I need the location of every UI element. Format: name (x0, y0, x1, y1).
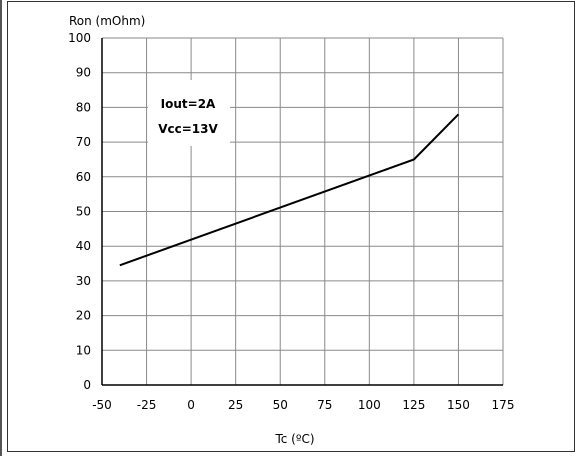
x-tick-label: 150 (447, 398, 470, 412)
x-tick-label: 0 (187, 398, 195, 412)
annotation-box (148, 80, 230, 146)
x-tick-label: 100 (358, 398, 381, 412)
y-tick-label: 80 (76, 100, 91, 114)
left-edge-line (0, 0, 2, 456)
y-tick-label: 70 (76, 135, 91, 149)
x-tick-label: -50 (92, 398, 112, 412)
y-tick-label: 10 (76, 343, 91, 357)
tick-labels: -50 -25 0 25 50 75 100 125 150 175 0 10 20 30 40 50 60 70… (68, 31, 514, 412)
y-tick-label: 30 (76, 274, 91, 288)
x-tick-label: 25 (228, 398, 243, 412)
series-line (119, 113, 460, 267)
y-tick-label: 60 (76, 170, 91, 184)
x-tick-label: -25 (137, 398, 157, 412)
y-tick-label: 100 (68, 31, 91, 45)
x-tick-label: 125 (402, 398, 425, 412)
ron-vs-temperature-chart: Ron (mOhm) Tc (ºC) -50 -25 0 25 50 75 100 125 15… (68, 14, 514, 446)
chart-frame: Ron (mOhm) Tc (ºC) -50 -25 0 25 50 75 100 125 15… (7, 1, 575, 452)
annotation-vcc: Vcc=13V (158, 122, 218, 136)
annotation-iout: Iout=2A (161, 97, 216, 111)
y-tick-label: 40 (76, 239, 91, 253)
grid (101, 37, 504, 386)
x-tick-label: 50 (273, 398, 288, 412)
y-tick-label: 0 (83, 378, 91, 392)
y-axis-label: Ron (mOhm) (69, 14, 145, 28)
y-tick-label: 20 (76, 309, 91, 323)
x-tick-label: 175 (492, 398, 515, 412)
y-tick-label: 90 (76, 66, 91, 80)
x-axis-label: Tc (ºC) (274, 432, 314, 446)
x-tick-label: 75 (317, 398, 332, 412)
series-group (119, 113, 460, 267)
y-tick-label: 50 (76, 205, 91, 219)
